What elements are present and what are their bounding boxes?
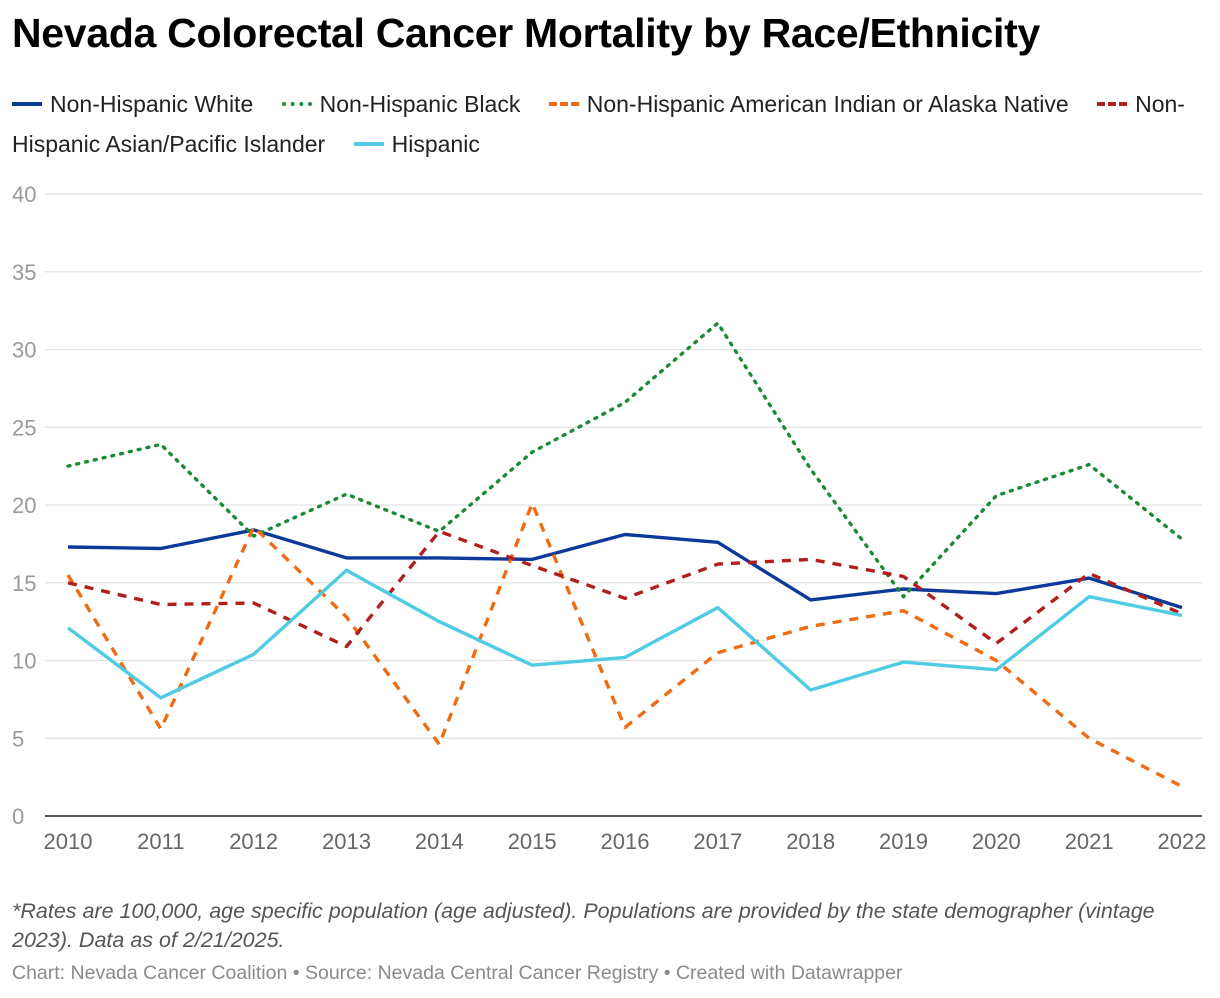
legend-swatch [281,101,312,106]
legend-item: Non-Hispanic Black [281,91,543,117]
y-tick-label: 40 [12,182,36,207]
series-line [66,501,1183,789]
legend-item: Non-Hispanic Asian/Pacific Islander [12,91,1185,157]
legend-item: Hispanic [353,131,502,157]
legend-swatch [548,101,579,106]
legend-label: Non-Hispanic Black [319,91,521,117]
x-tick-label: 2013 [322,829,371,854]
x-tick-label: 2018 [786,829,835,854]
series-line [66,568,1183,700]
legend: Non-Hispanic White Non-Hispanic Black No… [12,84,1207,164]
footnote: *Rates are 100,000, age specific populat… [12,899,1155,952]
x-tick-label: 2021 [1065,829,1114,854]
x-tick-label: 2020 [972,829,1021,854]
legend-label: Hispanic [391,131,480,157]
y-tick-label: 15 [12,571,36,596]
legend-swatch [12,101,42,106]
chart-title: Nevada Colorectal Cancer Mortality by Ra… [12,10,1040,56]
y-tick-label: 30 [12,338,36,363]
series-line [67,529,1183,649]
y-tick-label: 35 [12,260,36,285]
credits: Chart: Nevada Cancer Coalition • Source:… [12,962,903,984]
legend-label: Non-Hispanic White [50,91,254,117]
x-tick-label: 2019 [879,829,928,854]
x-tick-label: 2016 [601,829,650,854]
y-tick-label: 5 [12,726,24,751]
x-tick-label: 2014 [415,829,464,854]
line-chart: 0 5 10 15 20 25 30 35 40 2010 2011 2012 2013 2014 2015… [12,182,1207,854]
y-tick-label: 0 [12,804,24,829]
y-tick-label: 25 [12,415,36,440]
legend-label: Non-Hispanic Asian/Pacific Islander [12,91,1185,157]
legend-swatch [1097,101,1128,106]
x-tick-label: 2015 [508,829,557,854]
x-tick-label: 2010 [44,829,93,854]
x-tick-label: 2022 [1158,829,1207,854]
x-tick-label: 2012 [229,829,278,854]
legend-item: Non-Hispanic American Indian or Alaska N… [548,91,1091,117]
x-tick-label: 2011 [137,829,184,854]
legend-item: Non-Hispanic White [12,91,275,117]
legend-swatch [353,141,384,146]
series-line [67,528,1183,610]
legend-label: Non-Hispanic American Indian or Alaska N… [586,91,1069,117]
y-tick-label: 20 [12,493,36,518]
x-tick-label: 2017 [693,829,742,854]
series-line [66,321,1184,599]
y-tick-label: 10 [12,649,36,674]
